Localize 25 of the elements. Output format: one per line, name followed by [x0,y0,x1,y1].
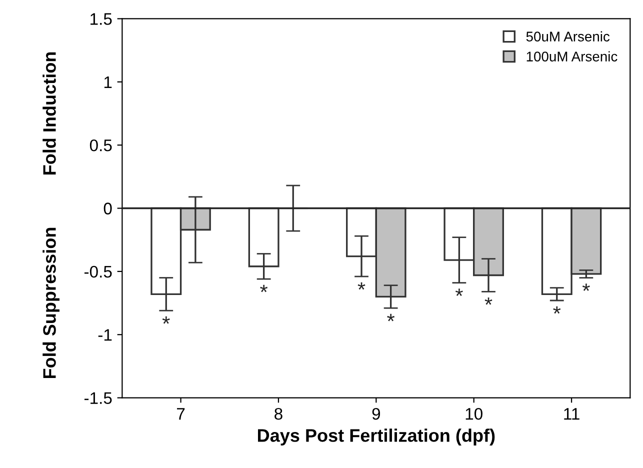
data-label: * [582,284,590,291]
data-label: * [553,306,561,314]
text: Fold Suppression [42,228,60,378]
y-tick-label: 0 [104,202,112,214]
data-label: * [484,297,492,305]
data-label: * [455,288,463,296]
data-label: * [162,316,170,324]
y-tick-label: -1 [98,329,112,341]
y-axis-title: Fold Induction [42,52,56,174]
x-tick-label: 8 [274,408,282,420]
x-axis-title: Days Post Fertilization (dpf) [258,428,495,446]
y-tick-label: -0.5 [84,266,112,278]
y-tick-label: 1.5 [90,13,112,25]
legend-label: 100uM Arsenic [526,51,618,62]
x-tick-label: 11 [564,408,580,420]
x-tick-label: 7 [177,408,185,420]
x-tick-label: 9 [372,408,380,420]
y-tick-label: 1 [104,76,112,88]
x-tick-label: 10 [466,408,482,420]
y-tick-label: 0.5 [90,139,112,152]
legend-label: 50uM Arsenic [526,31,610,42]
y-tick-label: -1.5 [84,392,112,404]
data-label: * [387,314,395,322]
data-label: * [358,282,366,290]
data-label: * [260,284,268,292]
